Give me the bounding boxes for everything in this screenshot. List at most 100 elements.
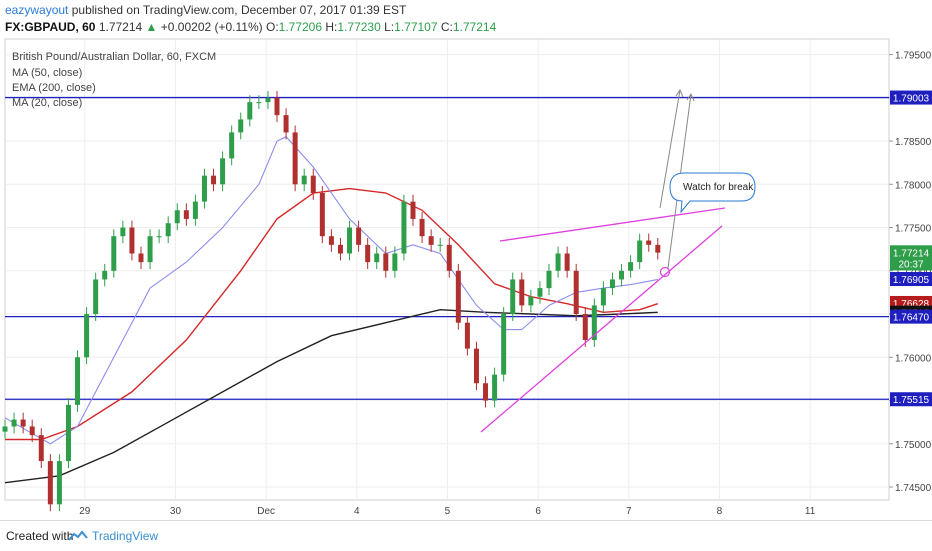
candle-body — [428, 236, 434, 245]
price-label: 1.77214 — [893, 248, 930, 259]
y-tick-label: 1.77500 — [895, 224, 932, 235]
tradingview-logo-icon — [68, 530, 88, 541]
candle-body — [256, 102, 262, 104]
x-tick-label: 11 — [805, 506, 816, 517]
candle-body — [365, 244, 371, 263]
x-tick-label: 8 — [717, 506, 723, 517]
projection-arrow-1[interactable] — [659, 89, 681, 209]
publish-text: published on TradingView.com, December 0… — [71, 3, 407, 17]
last-price: 1.77214 — [98, 20, 143, 34]
chart-title: British Pound/Australian Dollar, 60, FXC… — [12, 51, 216, 63]
close-label: C: — [440, 20, 453, 34]
y-tick-label: 1.75000 — [895, 440, 932, 451]
candles — [2, 90, 661, 512]
x-tick-label: Dec — [257, 506, 275, 517]
price-label: 1.76628 — [893, 299, 930, 310]
y-tick-label: 1.78000 — [895, 180, 932, 191]
candle-body — [75, 357, 81, 405]
candle-body — [319, 192, 325, 237]
candle-body — [510, 279, 516, 315]
candle-body — [374, 253, 380, 263]
publish-line: eazywayout published on TradingView.com,… — [5, 3, 406, 17]
x-tick-label: 29 — [79, 506, 91, 517]
candle-body — [555, 253, 561, 271]
candle-body — [564, 253, 570, 271]
chart-area[interactable]: Watch for break British Pound/Australian… — [0, 36, 932, 520]
open-label: O: — [265, 20, 279, 34]
legend-ema200: EMA (200, close) — [12, 82, 96, 94]
candle-body — [628, 262, 634, 271]
candle-body — [102, 270, 108, 280]
candle-body — [347, 227, 353, 254]
candle-body — [220, 158, 226, 185]
candle-body — [591, 305, 597, 340]
author-link[interactable]: eazywayout — [5, 3, 69, 17]
high-label: H: — [325, 20, 338, 34]
candle-body — [328, 236, 334, 245]
candle-body — [619, 270, 625, 280]
ema200-line — [4, 308, 658, 484]
x-axis[interactable]: 29 30 Dec 4 5 6 7 8 11 — [79, 506, 816, 517]
triangle-upper-line[interactable] — [499, 207, 726, 242]
symbol-line: FX:GBPAUD, 60 1.77214 ▲ +0.00202 (+0.11%… — [5, 20, 496, 34]
price-labels: 1.790031.7721420:371.769051.766281.76516… — [890, 90, 932, 407]
candle-body — [147, 236, 153, 263]
footer: Created with TradingView — [0, 520, 932, 551]
candle-body — [174, 210, 180, 224]
price-label: 1.76470 — [893, 313, 930, 324]
tradingview-brand-link[interactable]: TradingView — [92, 529, 159, 543]
price-label-bg — [890, 245, 932, 260]
candle-body — [211, 175, 217, 185]
breakout-circle[interactable] — [659, 266, 671, 278]
x-tick-label: 4 — [354, 506, 360, 517]
horizontal-levels — [5, 96, 889, 400]
candle-body — [229, 132, 235, 159]
symbol-name: FX:GBPAUD, 60 — [5, 20, 96, 34]
x-tick-label: 30 — [170, 506, 182, 517]
candle-body — [609, 279, 615, 289]
candle-body — [84, 314, 90, 358]
candle-body — [65, 404, 71, 462]
candle-body — [383, 253, 389, 271]
candle-body — [546, 270, 552, 289]
callout[interactable]: Watch for break — [669, 172, 756, 214]
y-tick-label: 1.78500 — [895, 137, 932, 148]
arrow-head-2 — [686, 92, 695, 102]
triangle-lower-line[interactable] — [480, 225, 723, 433]
up-arrow-icon: ▲ — [145, 20, 158, 34]
candle-body — [292, 132, 298, 185]
candle-body — [528, 296, 534, 306]
price-chart[interactable]: Watch for break British Pound/Australian… — [0, 36, 932, 520]
candle-body — [156, 236, 162, 238]
candle-body — [519, 279, 525, 306]
candle-body — [29, 426, 35, 436]
indicators — [4, 136, 659, 484]
price-label: 1.79003 — [893, 94, 930, 105]
candle-body — [501, 314, 507, 375]
candle-body — [56, 461, 62, 505]
created-with-text: Created with — [6, 529, 74, 543]
candle-body — [401, 201, 407, 254]
arrow-head-1 — [675, 88, 684, 98]
candle-body — [183, 210, 189, 219]
drawings: Watch for break — [480, 88, 756, 433]
low-value: 1.77107 — [394, 20, 438, 34]
price-label-bg — [890, 272, 932, 287]
candle-body — [2, 426, 8, 432]
legend-ma50: MA (50, close) — [12, 67, 82, 79]
y-tick-label: 1.79500 — [895, 51, 932, 62]
price-label-bg — [890, 256, 932, 271]
candle-body — [419, 218, 425, 237]
candle-body — [410, 201, 416, 219]
candle-body — [455, 270, 461, 323]
candle-body — [492, 374, 498, 401]
change-value: +0.00202 (+0.11%) — [160, 20, 263, 34]
candle-body — [247, 102, 253, 120]
candle-body — [165, 223, 171, 237]
candle-body — [392, 253, 398, 271]
open-value: 1.77206 — [278, 20, 323, 34]
candle-body — [11, 419, 17, 427]
candle-body — [446, 244, 452, 271]
candle-body — [274, 97, 280, 116]
candle-body — [301, 175, 307, 185]
